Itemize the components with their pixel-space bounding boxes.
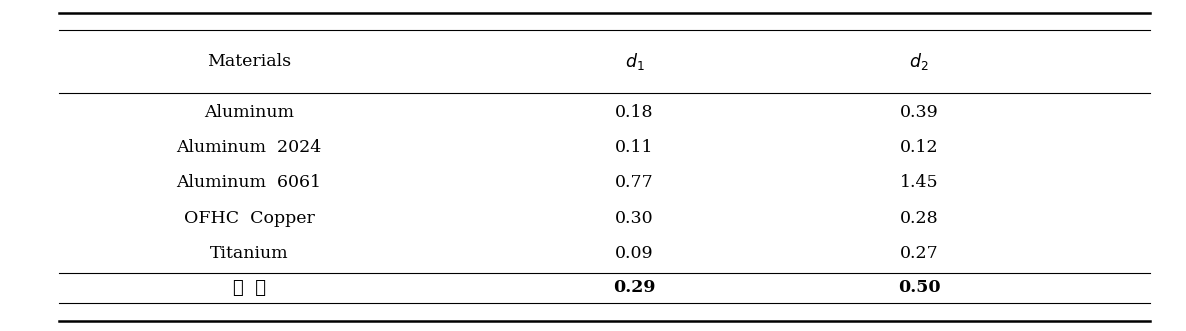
Text: 0.30: 0.30 bbox=[616, 210, 653, 227]
Text: 1.45: 1.45 bbox=[900, 174, 938, 191]
Text: Aluminum  2024: Aluminum 2024 bbox=[177, 139, 321, 156]
Text: $d_2$: $d_2$ bbox=[910, 51, 929, 72]
Text: 0.77: 0.77 bbox=[616, 174, 653, 191]
Text: Materials: Materials bbox=[208, 53, 291, 70]
Text: 0.28: 0.28 bbox=[900, 210, 938, 227]
Text: 0.50: 0.50 bbox=[898, 279, 940, 297]
Text: 0.12: 0.12 bbox=[900, 139, 938, 156]
Text: 0.11: 0.11 bbox=[616, 139, 653, 156]
Text: 0.09: 0.09 bbox=[616, 245, 653, 262]
Text: 평  균: 평 균 bbox=[232, 279, 266, 297]
Text: 0.39: 0.39 bbox=[900, 104, 938, 120]
Text: Aluminum  6061: Aluminum 6061 bbox=[177, 174, 321, 191]
Text: Titanium: Titanium bbox=[210, 245, 288, 262]
Text: 0.18: 0.18 bbox=[616, 104, 653, 120]
Text: 0.29: 0.29 bbox=[613, 279, 656, 297]
Text: OFHC  Copper: OFHC Copper bbox=[184, 210, 314, 227]
Text: 0.27: 0.27 bbox=[900, 245, 938, 262]
Text: $d_1$: $d_1$ bbox=[625, 51, 644, 72]
Text: Aluminum: Aluminum bbox=[204, 104, 294, 120]
